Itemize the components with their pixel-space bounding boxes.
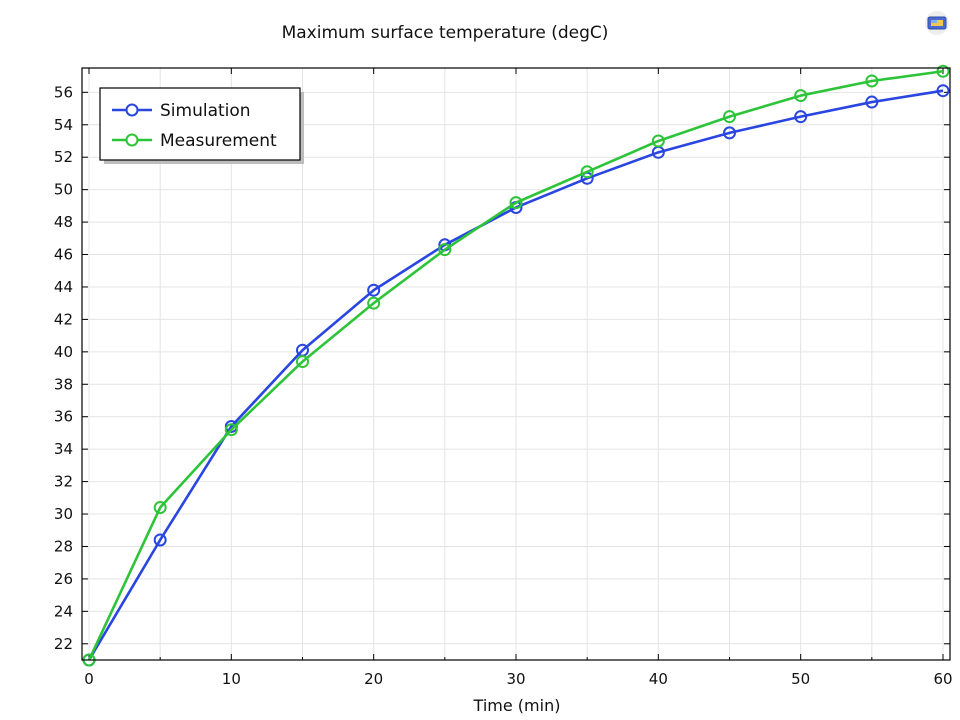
y-tick-label: 24: [54, 602, 73, 620]
data-point-measurement: [153, 501, 167, 515]
data-point-measurement: [865, 74, 879, 88]
x-tick-label: 30: [506, 670, 525, 688]
data-point-measurement: [794, 89, 808, 103]
series-line-measurement: [87, 69, 944, 661]
data-point-simulation: [723, 126, 736, 140]
x-tick-label: 50: [791, 670, 810, 688]
grid: [82, 68, 950, 660]
y-tick-label: 42: [54, 310, 73, 328]
data-point-simulation: [153, 533, 167, 547]
legend-item-measurement: Measurement: [112, 131, 277, 151]
data-point-measurement: [367, 296, 381, 310]
y-tick-label: 46: [54, 246, 73, 264]
data-point-simulation: [936, 84, 950, 98]
legend-marker-simulation: [125, 103, 139, 117]
y-tick-label: 30: [54, 505, 73, 523]
data-point-measurement: [296, 355, 309, 369]
legend: Simulation Measurement: [99, 87, 304, 164]
data-point-simulation: [865, 95, 879, 109]
x-tick-label: 40: [649, 670, 668, 688]
data-point-measurement: [509, 196, 523, 210]
y-tick-label: 28: [54, 537, 73, 555]
x-tick-label: 20: [364, 670, 383, 688]
data-point-simulation: [794, 110, 808, 124]
y-tick-label: 52: [54, 148, 73, 166]
chart-title: Maximum surface temperature (degC): [282, 23, 609, 43]
legend-label-measurement: Measurement: [160, 131, 277, 151]
y-tick-label: 56: [54, 83, 73, 101]
data-point-measurement: [936, 64, 950, 78]
y-tick-label: 34: [54, 440, 73, 458]
series-measurement: [82, 64, 950, 667]
data-point-measurement: [580, 165, 594, 179]
y-tick-label: 44: [54, 278, 73, 296]
data-point-simulation: [367, 283, 381, 297]
x-tick-label: 10: [222, 670, 241, 688]
y-tick-label: 26: [54, 570, 73, 588]
legend-item-simulation: Simulation: [112, 101, 251, 121]
data-point-measurement: [438, 243, 452, 257]
y-tick-label: 32: [54, 473, 73, 491]
image-export-icon[interactable]: [925, 11, 949, 35]
plot-frame: [81, 67, 951, 661]
data-point-measurement: [723, 110, 736, 124]
legend-box: [99, 87, 301, 161]
series-layer: [82, 64, 950, 667]
legend-marker-measurement: [125, 133, 139, 147]
y-tick-label: 36: [54, 408, 73, 426]
data-point-measurement: [651, 134, 665, 148]
x-tick-label: 60: [933, 670, 952, 688]
y-tick-label: 50: [54, 181, 73, 199]
y-tick-label: 22: [54, 635, 73, 653]
y-tick-label: 40: [54, 343, 73, 361]
axis-ticks: 0 10 20 30 40 50 60 22 24 26 28 30 32 34 36 38 40 42 44 46 4…: [54, 68, 953, 688]
x-tick-label: 0: [84, 670, 94, 688]
y-tick-label: 48: [54, 213, 73, 231]
x-axis-label: Time (min): [473, 696, 561, 715]
data-point-measurement: [224, 423, 238, 437]
y-tick-label: 54: [54, 116, 73, 134]
legend-label-simulation: Simulation: [160, 101, 251, 121]
y-tick-label: 38: [54, 375, 73, 393]
